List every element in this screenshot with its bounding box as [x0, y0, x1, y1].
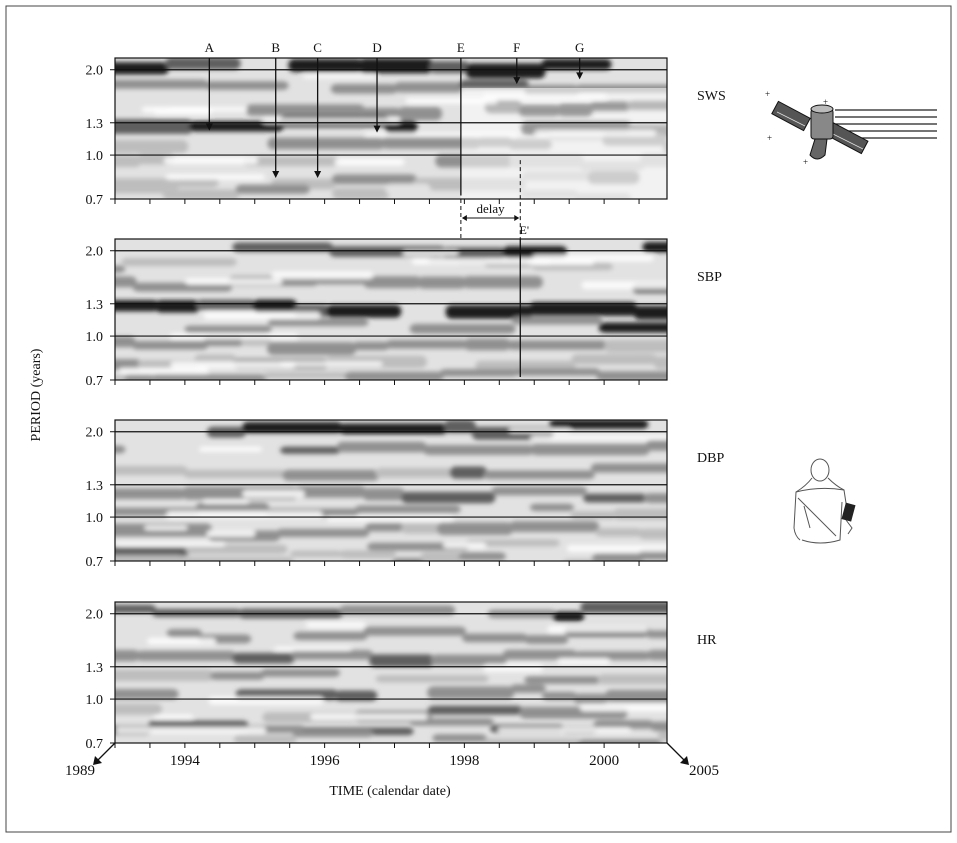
panel-label: DBP — [697, 451, 724, 466]
arrowhead — [576, 72, 584, 80]
panel-frame — [114, 419, 668, 562]
panel-dbp: 2.0 1.3 1.0 0.7 DBP — [86, 419, 724, 570]
y-tick-label: 2.0 — [86, 64, 104, 79]
heatmap-sws — [115, 58, 667, 199]
svg-text:+: + — [767, 133, 772, 143]
x-axis-title: TIME (calendar date) — [329, 784, 451, 799]
panel-frame — [114, 601, 668, 744]
panel-label: HR — [697, 633, 717, 648]
y-tick-label: 1.0 — [86, 149, 104, 164]
y-tick-label: 1.0 — [86, 330, 104, 345]
y-tick-label: 2.0 — [86, 245, 104, 260]
x-axis: 1994 1996 1998 2000 — [93, 742, 689, 769]
heatmap-texture — [115, 420, 667, 561]
x-tick-label: 2000 — [589, 753, 619, 769]
svg-text:+: + — [823, 97, 828, 107]
y-tick-label: 0.7 — [86, 555, 104, 570]
figure-border — [5, 5, 952, 833]
panel-sbp: 2.0 1.3 1.0 0.7 SBP — [86, 238, 722, 389]
panel-label: SBP — [697, 270, 722, 285]
panel-hr: 2.0 1.3 1.0 0.7 HR — [86, 601, 717, 752]
arrowhead — [513, 77, 521, 85]
heatmap-dbp — [115, 420, 667, 561]
event-label-d: D — [372, 40, 381, 55]
delay-arrowhead-right — [514, 215, 520, 221]
arrowhead — [93, 756, 102, 765]
delay-label: delay — [476, 201, 505, 216]
panel-frame — [114, 57, 668, 200]
event-label-c: C — [313, 40, 322, 55]
arrowhead — [272, 171, 280, 179]
panel-frame — [114, 238, 668, 381]
svg-text:+: + — [803, 157, 808, 167]
y-tick-label: 1.0 — [86, 693, 104, 708]
event-label-g: G — [575, 40, 584, 55]
satellite-icon: + + + + — [765, 89, 937, 167]
y-tick-label: 0.7 — [86, 193, 104, 208]
arrowhead — [314, 171, 322, 179]
y-axis-title: PERIOD (years) — [29, 348, 44, 441]
heatmap-sbp — [115, 239, 667, 380]
event-label-f: F — [513, 40, 520, 55]
person-with-armband-icon — [793, 458, 856, 544]
arrowhead — [373, 125, 381, 133]
heatmap-texture — [115, 602, 667, 743]
y-tick-label: 1.3 — [86, 479, 104, 494]
arrowhead — [680, 756, 689, 765]
x-tick-label: 1994 — [170, 753, 201, 769]
delay-arrowhead-left — [461, 215, 467, 221]
y-tick-label: 0.7 — [86, 374, 104, 389]
y-tick-label: 1.3 — [86, 661, 104, 676]
y-tick-label: 1.3 — [86, 298, 104, 313]
event-label-b: B — [271, 40, 280, 55]
panel-label: SWS — [697, 89, 726, 104]
event-label-e: E — [457, 40, 465, 55]
delay-end-label: E' — [520, 223, 530, 237]
svg-text:+: + — [765, 89, 770, 99]
y-tick-label: 1.3 — [86, 117, 104, 132]
y-tick-label: 2.0 — [86, 426, 104, 441]
y-tick-label: 2.0 — [86, 608, 104, 623]
x-range-start: 1989 — [65, 763, 95, 779]
arrowhead — [205, 123, 213, 131]
x-tick-label: 1998 — [449, 753, 479, 769]
x-range-end: 2005 — [689, 763, 719, 779]
heatmap-texture — [115, 241, 667, 380]
y-tick-label: 1.0 — [86, 511, 104, 526]
event-label-a: A — [205, 40, 215, 55]
heatmap-hr — [115, 602, 667, 743]
y-tick-label: 0.7 — [86, 737, 104, 752]
x-tick-label: 1996 — [310, 753, 341, 769]
